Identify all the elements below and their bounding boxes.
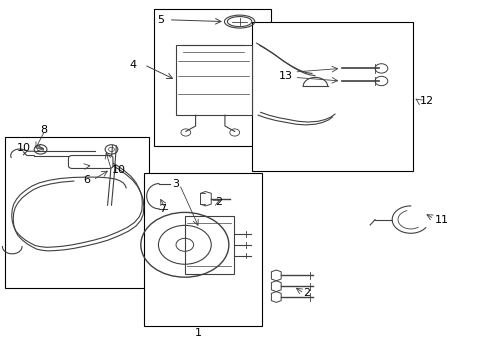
Text: 12: 12 [419, 96, 433, 106]
Bar [184, 216, 233, 274]
Text: 2: 2 [215, 197, 222, 207]
Bar [251, 22, 412, 171]
Ellipse shape [227, 17, 251, 27]
Bar [154, 9, 271, 146]
Text: 10: 10 [111, 165, 125, 175]
Text: 10: 10 [17, 143, 31, 153]
Text: 3: 3 [172, 179, 179, 189]
Bar [144, 173, 261, 326]
Text: 2: 2 [303, 288, 310, 298]
FancyBboxPatch shape [68, 156, 113, 168]
Text: 6: 6 [83, 175, 90, 185]
Bar [176, 45, 251, 115]
Text: 8: 8 [41, 125, 47, 135]
Text: 1: 1 [194, 328, 201, 338]
Bar [5, 137, 149, 288]
Text: 13: 13 [278, 71, 292, 81]
Text: 11: 11 [434, 215, 448, 225]
Text: 5: 5 [157, 15, 163, 25]
Text: 9: 9 [79, 161, 85, 171]
Text: 4: 4 [129, 60, 137, 70]
Text: 7: 7 [159, 204, 166, 214]
